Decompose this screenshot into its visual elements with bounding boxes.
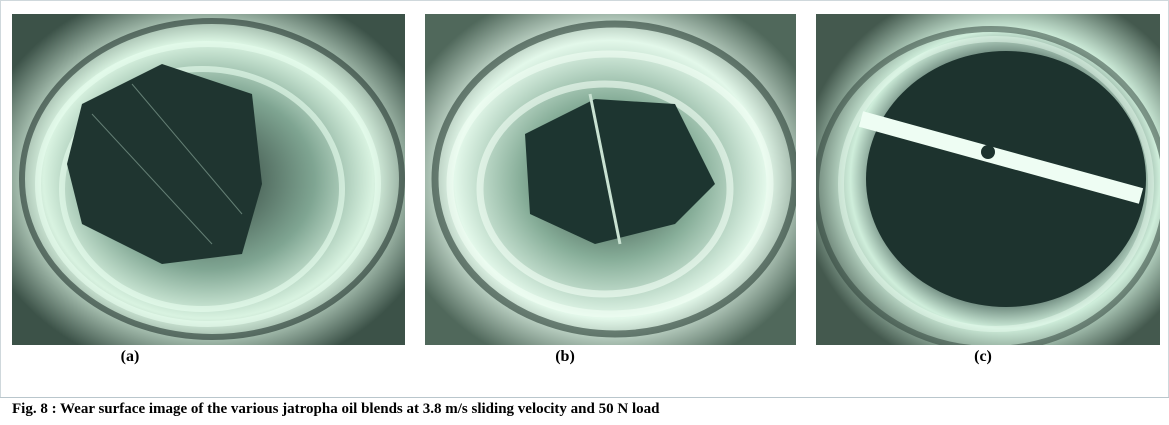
caption-text: Wear surface image of the various jatrop…	[60, 401, 659, 417]
panel-label: (a)	[121, 348, 140, 366]
caption: Fig. 8 :Wear surface image of the variou…	[12, 401, 659, 418]
wear-image-b	[425, 14, 796, 345]
panel-label: (b)	[555, 348, 575, 366]
wear-image-c	[816, 14, 1160, 345]
caption-number: Fig. 8 :	[12, 401, 60, 418]
wear-image-a	[12, 14, 405, 345]
panel-label: (c)	[974, 348, 992, 366]
figure: (a) (b) (c) Fig. 8 :Wear surface image o…	[0, 0, 1169, 425]
caption-rule	[0, 397, 1169, 398]
